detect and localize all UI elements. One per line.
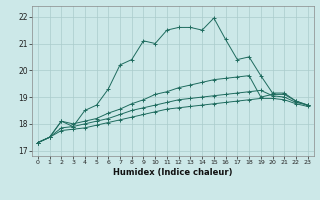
X-axis label: Humidex (Indice chaleur): Humidex (Indice chaleur) <box>113 168 233 177</box>
